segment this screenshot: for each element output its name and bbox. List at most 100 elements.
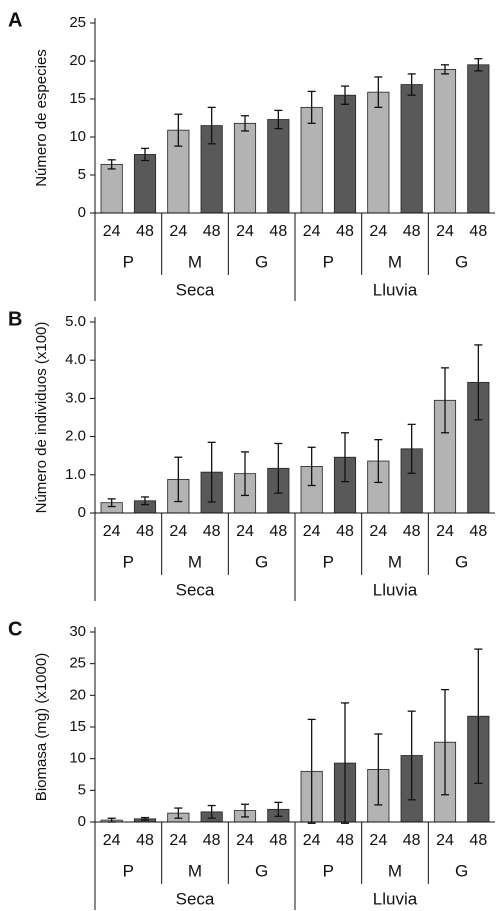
- error-bar: [341, 702, 349, 824]
- bar: [333, 94, 357, 214]
- y-tick-label: 30: [69, 623, 86, 640]
- x-tick-label: 24: [436, 523, 454, 540]
- x-tick-label: 48: [136, 523, 154, 540]
- bar: [467, 64, 490, 214]
- x-tick-label: 48: [136, 223, 154, 240]
- y-tick-label: 0: [78, 504, 86, 521]
- error-bar: [341, 432, 349, 483]
- x-tick-label: 48: [136, 832, 154, 849]
- x-tick-label: 24: [436, 223, 454, 240]
- x-tick-label: 24: [369, 523, 387, 540]
- bar: [400, 84, 423, 214]
- group-label: G: [255, 861, 268, 880]
- group-label: M: [188, 252, 202, 271]
- season-label: Lluvia: [373, 580, 418, 599]
- panel-label: B: [8, 308, 22, 330]
- x-tick-label: 24: [369, 223, 387, 240]
- error-bar: [307, 718, 316, 824]
- season-label: Seca: [176, 580, 215, 599]
- y-tick-label: 3.0: [65, 389, 86, 406]
- y-tick-label: 0: [78, 204, 86, 221]
- y-tick-label: 0: [78, 813, 86, 830]
- error-bar: [207, 106, 216, 145]
- x-tick-label: 48: [469, 223, 487, 240]
- x-tick-label: 48: [403, 223, 421, 240]
- panel-label: C: [8, 618, 22, 640]
- x-tick-label: 48: [469, 832, 487, 849]
- season-label: Seca: [176, 280, 215, 299]
- y-axis-label: Número de especies: [33, 49, 50, 187]
- error-bar: [141, 816, 149, 821]
- error-bar: [174, 113, 183, 147]
- x-tick-label: 24: [169, 223, 187, 240]
- group-label: M: [388, 252, 402, 271]
- group-label: G: [455, 861, 468, 880]
- error-bar: [141, 147, 149, 162]
- error-bar: [407, 710, 416, 801]
- error-bar: [441, 367, 449, 434]
- x-tick-label: 48: [269, 832, 287, 849]
- x-tick-label: 24: [436, 832, 454, 849]
- x-tick-label: 48: [203, 832, 221, 849]
- y-tick-label: 5: [78, 781, 86, 798]
- error-bar: [174, 456, 183, 503]
- group-label: P: [323, 552, 334, 571]
- x-tick-label: 24: [169, 523, 187, 540]
- x-tick-label: 24: [103, 223, 121, 240]
- error-bar: [207, 804, 216, 819]
- group-label: G: [255, 552, 268, 571]
- group-label: P: [123, 861, 134, 880]
- error-bar: [474, 58, 483, 72]
- x-tick-label: 24: [236, 523, 254, 540]
- error-bar: [174, 807, 183, 819]
- error-bar: [374, 76, 383, 109]
- x-tick-label: 48: [403, 523, 421, 540]
- group-label: P: [123, 552, 134, 571]
- error-bar: [241, 451, 249, 497]
- group-label: G: [255, 252, 268, 271]
- season-label: Lluvia: [373, 280, 418, 299]
- y-axis-label: Número de individuos (x100): [33, 322, 50, 514]
- group-label: M: [388, 861, 402, 880]
- y-tick-label: 5: [78, 166, 86, 183]
- x-tick-label: 24: [303, 523, 321, 540]
- x-tick-label: 48: [336, 523, 354, 540]
- error-bar: [474, 648, 483, 785]
- error-bar: [341, 85, 349, 105]
- y-tick-label: 10: [69, 128, 86, 145]
- error-bar: [107, 498, 116, 508]
- x-tick-label: 24: [369, 832, 387, 849]
- y-tick-label: 15: [69, 718, 86, 735]
- error-bar: [407, 423, 416, 474]
- x-tick-label: 24: [236, 223, 254, 240]
- bar: [100, 163, 123, 214]
- x-tick-label: 48: [269, 523, 287, 540]
- y-tick-label: 5.0: [65, 313, 86, 330]
- bar: [267, 119, 290, 214]
- group-label: G: [455, 552, 468, 571]
- group-label: M: [388, 552, 402, 571]
- x-tick-label: 24: [303, 223, 321, 240]
- error-bar: [207, 441, 216, 503]
- y-tick-label: 2.0: [65, 428, 86, 445]
- bar: [433, 68, 457, 214]
- x-tick-label: 48: [203, 223, 221, 240]
- group-label: P: [123, 252, 134, 271]
- x-tick-label: 24: [236, 832, 254, 849]
- season-label: Seca: [176, 889, 215, 908]
- x-tick-label: 48: [336, 832, 354, 849]
- y-tick-label: 10: [69, 750, 86, 767]
- season-label: Lluvia: [373, 889, 418, 908]
- x-tick-label: 24: [103, 832, 121, 849]
- x-tick-label: 48: [203, 523, 221, 540]
- error-bar: [107, 159, 116, 170]
- x-tick-label: 48: [269, 223, 287, 240]
- error-bar: [241, 803, 249, 818]
- group-label: P: [323, 861, 334, 880]
- bar: [133, 154, 157, 214]
- bar: [367, 91, 390, 214]
- group-label: P: [323, 252, 334, 271]
- error-bar: [274, 109, 283, 130]
- group-label: M: [188, 552, 202, 571]
